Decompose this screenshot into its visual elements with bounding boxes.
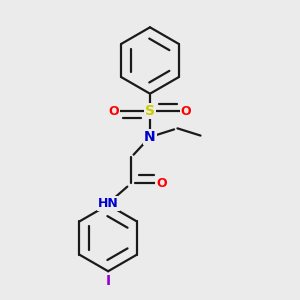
Text: O: O bbox=[181, 104, 191, 118]
Text: S: S bbox=[145, 104, 155, 118]
Text: O: O bbox=[109, 104, 119, 118]
Text: N: N bbox=[144, 130, 156, 144]
Text: I: I bbox=[106, 274, 111, 288]
Text: HN: HN bbox=[98, 197, 118, 210]
Text: O: O bbox=[156, 177, 167, 190]
